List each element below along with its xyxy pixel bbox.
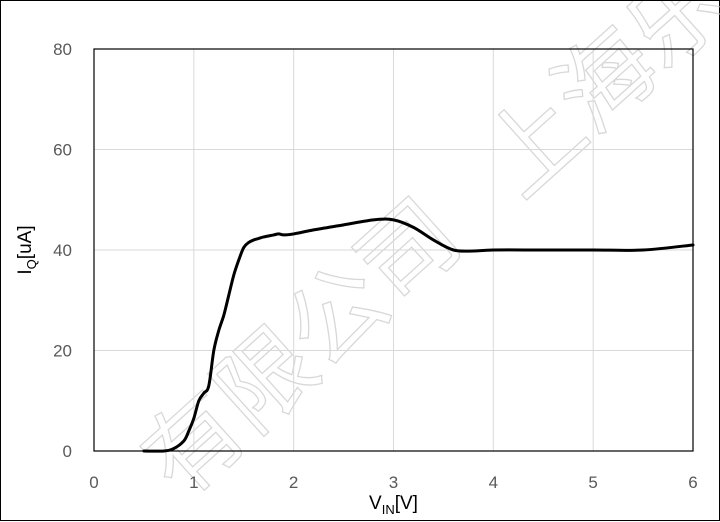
x-tick-label-2: 2 bbox=[289, 473, 298, 492]
y-tick-label-40: 40 bbox=[53, 241, 72, 260]
watermark-text-2: 上海乐飞 bbox=[461, 1, 720, 218]
x-tick-label-1: 1 bbox=[189, 473, 198, 492]
y-axis-label: IQ[uA] bbox=[15, 225, 39, 274]
x-tick-label-6: 6 bbox=[688, 473, 697, 492]
y-tick-label-60: 60 bbox=[53, 141, 72, 160]
series-layer bbox=[142, 217, 695, 453]
x-tick-label-4: 4 bbox=[489, 473, 498, 492]
x-tick-label-0: 0 bbox=[89, 473, 98, 492]
series-line-0 bbox=[142, 217, 695, 453]
watermark-text-1: 有限公司 bbox=[121, 178, 481, 518]
x-tick-label-3: 3 bbox=[389, 473, 398, 492]
x-tick-label-5: 5 bbox=[588, 473, 597, 492]
y-tick-label-0: 0 bbox=[63, 442, 72, 461]
plot-area-border bbox=[93, 48, 694, 452]
y-tick-label-20: 20 bbox=[53, 342, 72, 361]
x-axis-label: VIN[V] bbox=[369, 493, 418, 517]
watermark: 有限公司 上海乐飞 bbox=[121, 1, 720, 519]
y-tick-label-80: 80 bbox=[53, 40, 72, 59]
